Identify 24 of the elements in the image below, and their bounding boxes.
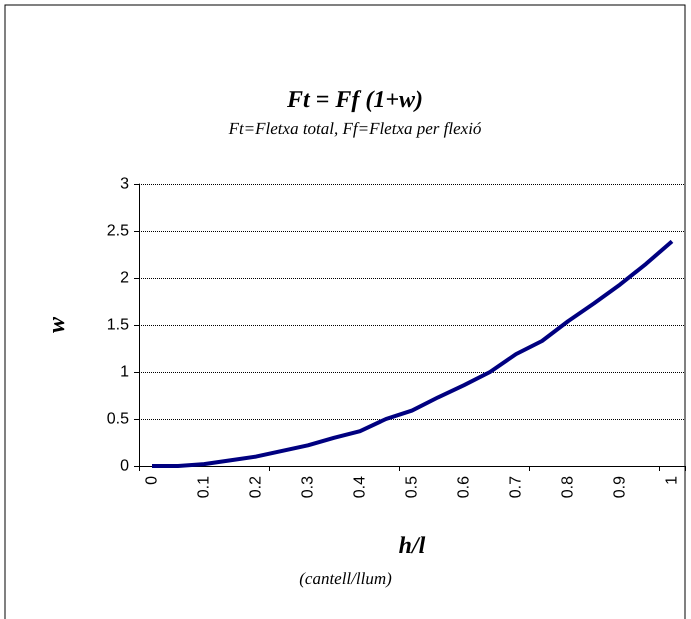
- x-tick-label: 0.5: [404, 476, 420, 498]
- chart-subtitle: Ft=Fletxa total, Ff=Fletxa per flexió: [228, 119, 482, 138]
- y-axis-title: w: [44, 316, 70, 334]
- x-tick-label: 0.2: [248, 476, 264, 498]
- x-tick-label: 0.1: [196, 476, 212, 498]
- x-tick-label: 0.3: [300, 476, 316, 498]
- chart-title: Ft = Ff (1+w): [286, 87, 424, 113]
- y-tick-label: 1.5: [106, 316, 130, 334]
- y-tick-label: 2: [120, 270, 130, 286]
- y-tick-label: 1: [120, 364, 130, 380]
- x-tick-label: 0.8: [560, 476, 576, 498]
- y-tick-label: 0.5: [106, 410, 130, 428]
- x-tick-label: 0.4: [352, 476, 368, 498]
- x-axis-title: h/l: [398, 533, 426, 559]
- x-tick-label: 0.9: [612, 476, 628, 498]
- x-tick-label: 1: [664, 476, 680, 485]
- text: (cantell/llum): [299, 569, 392, 588]
- y-tick-label: 2.5: [106, 222, 130, 240]
- x-tick-label: 0.7: [508, 476, 524, 498]
- x-tick-label: 0.6: [456, 476, 472, 498]
- x-tick-label: 0: [144, 476, 160, 485]
- y-tick-label: 0: [120, 458, 130, 474]
- line-series: [150, 239, 674, 468]
- y-tick-label: 3: [120, 176, 130, 192]
